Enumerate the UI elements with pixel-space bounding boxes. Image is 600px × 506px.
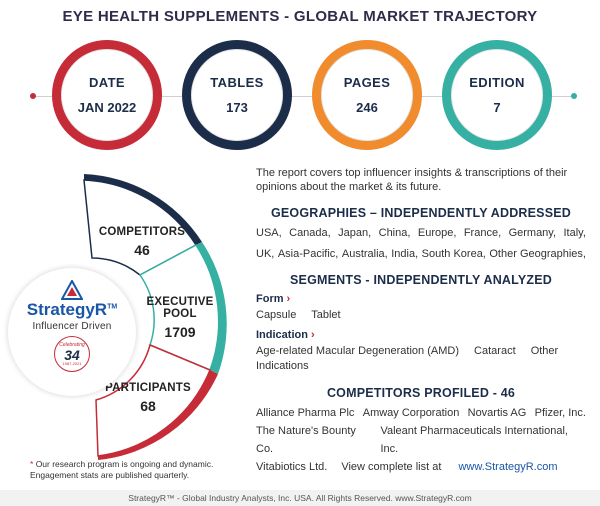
strategyr-badge: StrategyRTM Influencer Driven Celebratin… — [8, 268, 136, 396]
indication-item: Age-related Macular Degeneration (AMD) — [256, 345, 459, 357]
competitor-item: Valeant Pharmaceuticals International, I… — [380, 425, 568, 455]
indication-items: Age-related Macular Degeneration (AMD) C… — [256, 344, 586, 374]
competitors-row-3: Vitabiotics Ltd. View complete list at w… — [256, 458, 586, 476]
geo-item: France, — [463, 227, 502, 239]
segment-executive-value: 1709 — [164, 324, 196, 340]
form-item: Tablet — [311, 309, 341, 321]
footnote-line1: Our research program is ongoing and dyna… — [35, 459, 214, 469]
seal-number: 34 — [64, 346, 80, 363]
competitor-item: Novartis AG — [467, 407, 527, 419]
competitor-item: Amway Corporation — [362, 407, 460, 419]
segment-competitors-value: 46 — [134, 242, 150, 258]
geographies-heading: GEOGRAPHIES – INDEPENDENTLY ADDRESSED — [270, 206, 572, 220]
indication-item: Other Indications — [256, 345, 559, 372]
report-details: The report covers top influencer insight… — [256, 166, 586, 476]
indication-item: Cataract — [474, 345, 516, 357]
asterisk-icon: * — [30, 459, 34, 469]
footnote-line2: Engagement stats are published quarterly… — [30, 470, 190, 480]
segments-arc-graphic — [83, 174, 227, 460]
segment-participants: PARTICIPANTS 68 — [98, 382, 198, 414]
form-items: Capsule Tablet — [256, 308, 586, 323]
intro-text: The report covers top influencer insight… — [256, 167, 568, 193]
form-label: Form › — [256, 293, 291, 305]
geo-item: Asia-Pacific, — [277, 248, 339, 260]
segment-competitors: COMPETITORS 46 — [92, 226, 192, 258]
segment-participants-shape — [95, 343, 211, 457]
strategyr-logo-icon — [61, 280, 83, 300]
indication-label: Indication › — [256, 329, 315, 341]
competitors-row-2: The Nature's Bounty Co. Valeant Pharmace… — [256, 422, 586, 458]
stat-pages-value: 246 — [356, 100, 378, 115]
stat-edition: EDITION 7 — [442, 40, 552, 150]
segment-executive-label-2: POOL — [163, 308, 197, 320]
stats-connector-line — [34, 96, 574, 97]
stats-line-dot-right — [571, 93, 577, 99]
competitor-item: Alliance Pharma Plc — [256, 407, 355, 419]
segment-executive-label-1: EXECUTIVE — [146, 296, 214, 308]
stat-tables: TABLES 173 — [182, 40, 292, 150]
geo-item: China, — [378, 227, 411, 239]
footer: StrategyR™ - Global Industry Analysts, I… — [0, 490, 600, 506]
stat-tables-label: TABLES — [210, 75, 264, 90]
segment-executive-band — [196, 242, 227, 374]
badge-brand: StrategyRTM — [26, 300, 118, 319]
segment-executive-pool: EXECUTIVE POOL 1709 — [142, 296, 218, 340]
geo-item: UK, — [256, 248, 275, 260]
segment-participants-value: 68 — [140, 398, 156, 414]
seal-bottom-text: 1987-2021 — [62, 360, 82, 366]
geo-item: USA, — [256, 227, 282, 239]
segment-competitors-label: COMPETITORS — [98, 226, 186, 238]
stat-tables-value: 173 — [226, 100, 248, 115]
seal-top-text: Celebrating — [59, 341, 85, 348]
geo-item: South Korea, — [421, 248, 486, 260]
geo-item: Germany, — [508, 227, 557, 239]
stat-date-label: DATE — [88, 75, 126, 90]
geographies-row-1: USA, Canada, Japan, China, Europe, Franc… — [256, 225, 586, 242]
badge-subtitle: Influencer Driven — [32, 321, 112, 332]
geo-item: India, — [391, 248, 419, 260]
stat-pages: PAGES 246 — [312, 40, 422, 150]
form-item: Capsule — [256, 309, 297, 321]
geo-item: Italy, — [563, 227, 586, 239]
competitor-item: Pfizer, Inc. — [534, 407, 586, 419]
competitor-item: The Nature's Bounty Co. — [256, 425, 356, 455]
geo-item: Japan, — [338, 227, 372, 239]
stat-date-value: JAN 2022 — [77, 100, 137, 115]
geo-item: Australia, — [341, 248, 388, 260]
footnote: * Our research program is ongoing and dy… — [30, 459, 213, 481]
stat-date: DATE JAN 2022 — [52, 40, 162, 150]
stat-pages-label: PAGES — [343, 75, 391, 90]
strategyr-link[interactable]: www.StrategyR.com — [458, 461, 558, 473]
geo-item: Canada, — [289, 227, 331, 239]
geo-item: Europe, — [417, 227, 457, 239]
anniversary-seal: Celebrating 34 1987-2021 — [54, 336, 90, 372]
page-title: EYE HEALTH SUPPLEMENTS - GLOBAL MARKET T… — [62, 8, 538, 25]
stat-edition-label: EDITION — [469, 75, 525, 90]
competitor-item: Vitabiotics Ltd. — [256, 461, 328, 473]
chevron-right-icon: › — [286, 293, 291, 305]
influencer-segments: COMPETITORS 46 EXECUTIVE POOL 1709 PARTI… — [0, 160, 240, 460]
competitors-heading: COMPETITORS PROFILED - 46 — [326, 386, 516, 400]
geographies-row-2: UK, Asia-Pacific, Australia, India, Sout… — [256, 246, 586, 263]
view-list-text: View complete list at www.StrategyR.com — [341, 461, 558, 473]
competitors-row-1: Alliance Pharma Plc Amway Corporation No… — [256, 404, 586, 422]
chevron-right-icon: › — [310, 329, 315, 341]
stat-edition-value: 7 — [493, 100, 501, 115]
stats-line-dot-left — [30, 93, 36, 99]
segment-participants-label: PARTICIPANTS — [105, 382, 191, 394]
segments-heading: SEGMENTS - INDEPENDENTLY ANALYZED — [290, 273, 552, 287]
segment-participants-band — [98, 370, 218, 460]
geo-item: Other Geographies, — [489, 248, 586, 260]
